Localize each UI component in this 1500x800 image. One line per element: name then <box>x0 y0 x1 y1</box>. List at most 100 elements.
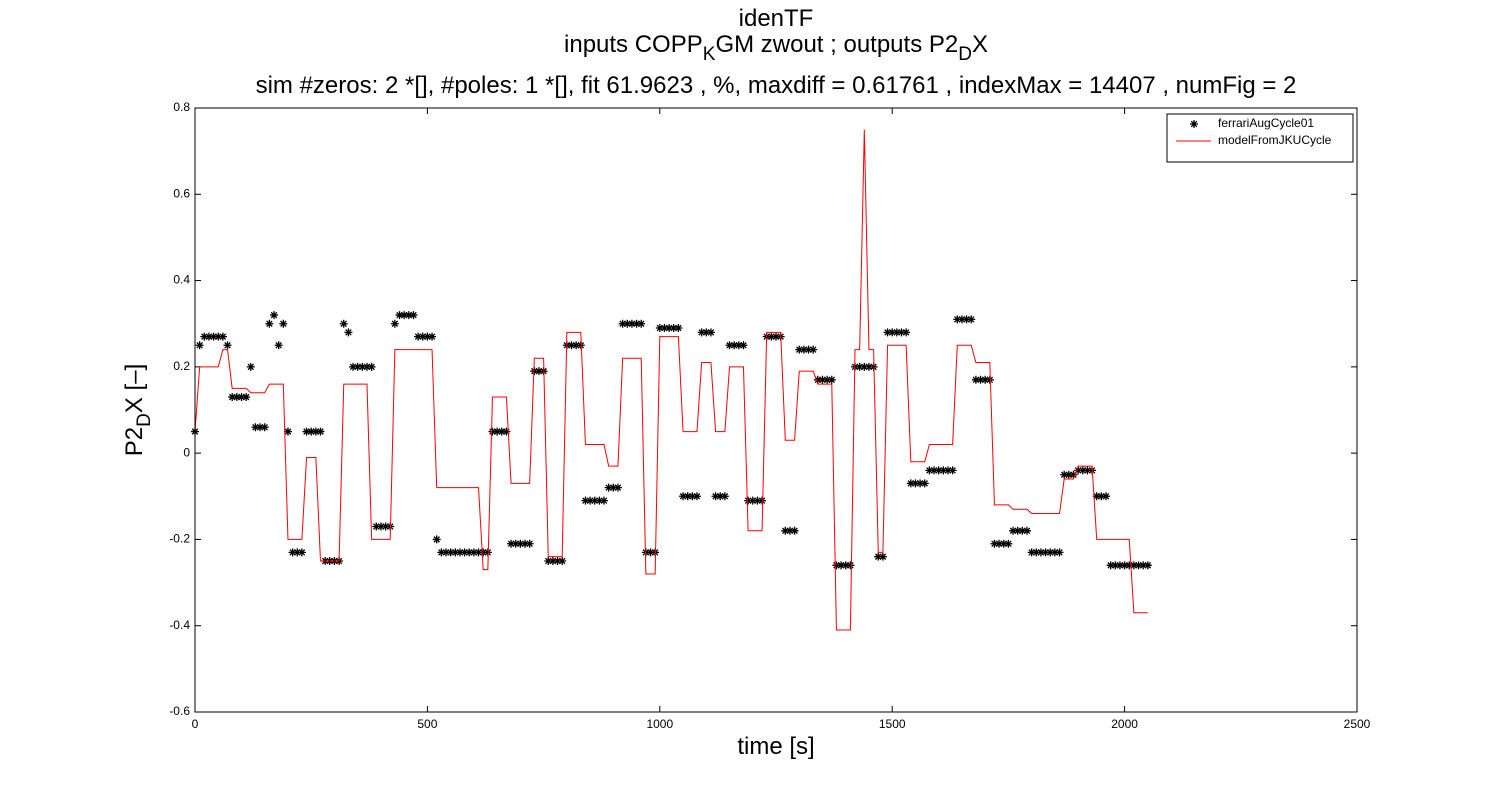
data-point <box>697 328 706 337</box>
data-point <box>660 324 669 333</box>
data-point <box>939 466 948 475</box>
data-point <box>418 332 427 341</box>
data-point <box>739 341 748 350</box>
chart-title: idenTF <box>739 5 814 32</box>
data-point <box>376 522 385 531</box>
data-point <box>679 492 688 501</box>
data-point <box>200 332 209 341</box>
data-point <box>474 548 483 557</box>
data-point <box>260 423 269 432</box>
y-tick-label: -0.4 <box>169 618 190 632</box>
data-point <box>400 311 409 320</box>
data-point <box>404 311 413 320</box>
y-tick-label: 0.8 <box>173 100 190 114</box>
data-point <box>702 328 711 337</box>
legend-label: modelFromJKUCycle <box>1218 133 1332 147</box>
data-point <box>1018 526 1027 535</box>
data-point <box>288 548 297 557</box>
text-part: GM zwout ; outputs P2 <box>715 31 958 58</box>
data-point <box>395 311 404 320</box>
data-point <box>349 362 358 371</box>
data-point <box>516 539 525 548</box>
data-point <box>1102 492 1111 501</box>
data-point <box>837 561 846 570</box>
data-point <box>1092 492 1101 501</box>
data-point <box>274 341 283 350</box>
data-point <box>209 332 218 341</box>
data-point <box>246 362 255 371</box>
y-tick-label: 0 <box>183 445 190 459</box>
data-line <box>194 129 1148 631</box>
data-point <box>943 466 952 475</box>
data-point <box>1060 470 1069 479</box>
text-part: X <box>972 31 988 58</box>
data-point <box>860 362 869 371</box>
data-point <box>1041 548 1050 557</box>
data-point <box>934 466 943 475</box>
data-point <box>911 479 920 488</box>
data-point <box>790 526 799 535</box>
data-point <box>990 539 999 548</box>
data-point <box>446 548 455 557</box>
data-point <box>237 393 246 402</box>
legend-label: ferrariAugCycle01 <box>1218 116 1314 130</box>
data-point <box>1129 561 1138 570</box>
data-point <box>265 319 274 328</box>
data-point <box>772 332 780 341</box>
data-point <box>479 548 488 557</box>
data-point <box>976 375 985 384</box>
data-point <box>906 479 915 488</box>
data-point <box>297 548 306 557</box>
data-point <box>1083 466 1092 475</box>
data-point <box>609 483 618 492</box>
x-tick-label: 1000 <box>646 717 673 731</box>
data-point <box>967 315 976 324</box>
data-point <box>855 362 864 371</box>
data-point <box>916 479 925 488</box>
data-point <box>730 341 739 350</box>
data-point <box>460 548 469 557</box>
x-tick-label: 2000 <box>1111 717 1138 731</box>
data-point <box>753 496 762 505</box>
data-point <box>785 526 794 535</box>
data-point <box>1139 561 1148 570</box>
data-point <box>781 526 790 535</box>
data-point <box>864 362 873 371</box>
data-point <box>437 548 446 557</box>
data-point <box>488 427 497 436</box>
data-point <box>279 319 288 328</box>
data-point <box>293 548 302 557</box>
data-point <box>316 427 325 436</box>
data-point <box>311 427 320 436</box>
data-point <box>1143 561 1152 570</box>
data-point <box>692 492 701 501</box>
data-point <box>971 375 980 384</box>
data-point <box>948 466 957 475</box>
data-point <box>367 362 376 371</box>
data-point <box>1125 561 1134 570</box>
legend-marker <box>1190 120 1198 128</box>
data-point <box>809 345 818 354</box>
data-point <box>1106 561 1115 570</box>
x-tick-label: 0 <box>192 717 199 731</box>
data-point <box>232 393 241 402</box>
data-point <box>758 496 767 505</box>
data-point <box>409 311 418 320</box>
data-point <box>590 496 599 505</box>
data-point <box>432 535 441 544</box>
y-tick-label: 0.2 <box>173 359 190 373</box>
x-tick-label: 1500 <box>879 717 906 731</box>
data-point <box>469 548 478 557</box>
data-point <box>507 539 516 548</box>
data-point <box>1050 548 1059 557</box>
data-point <box>270 311 279 320</box>
data-point <box>878 552 887 561</box>
data-point <box>1064 470 1073 479</box>
data-point <box>957 315 966 324</box>
data-point <box>441 548 450 557</box>
data-point <box>548 557 557 565</box>
data-point <box>1022 526 1031 535</box>
data-point <box>256 423 265 432</box>
data-point <box>953 315 962 324</box>
